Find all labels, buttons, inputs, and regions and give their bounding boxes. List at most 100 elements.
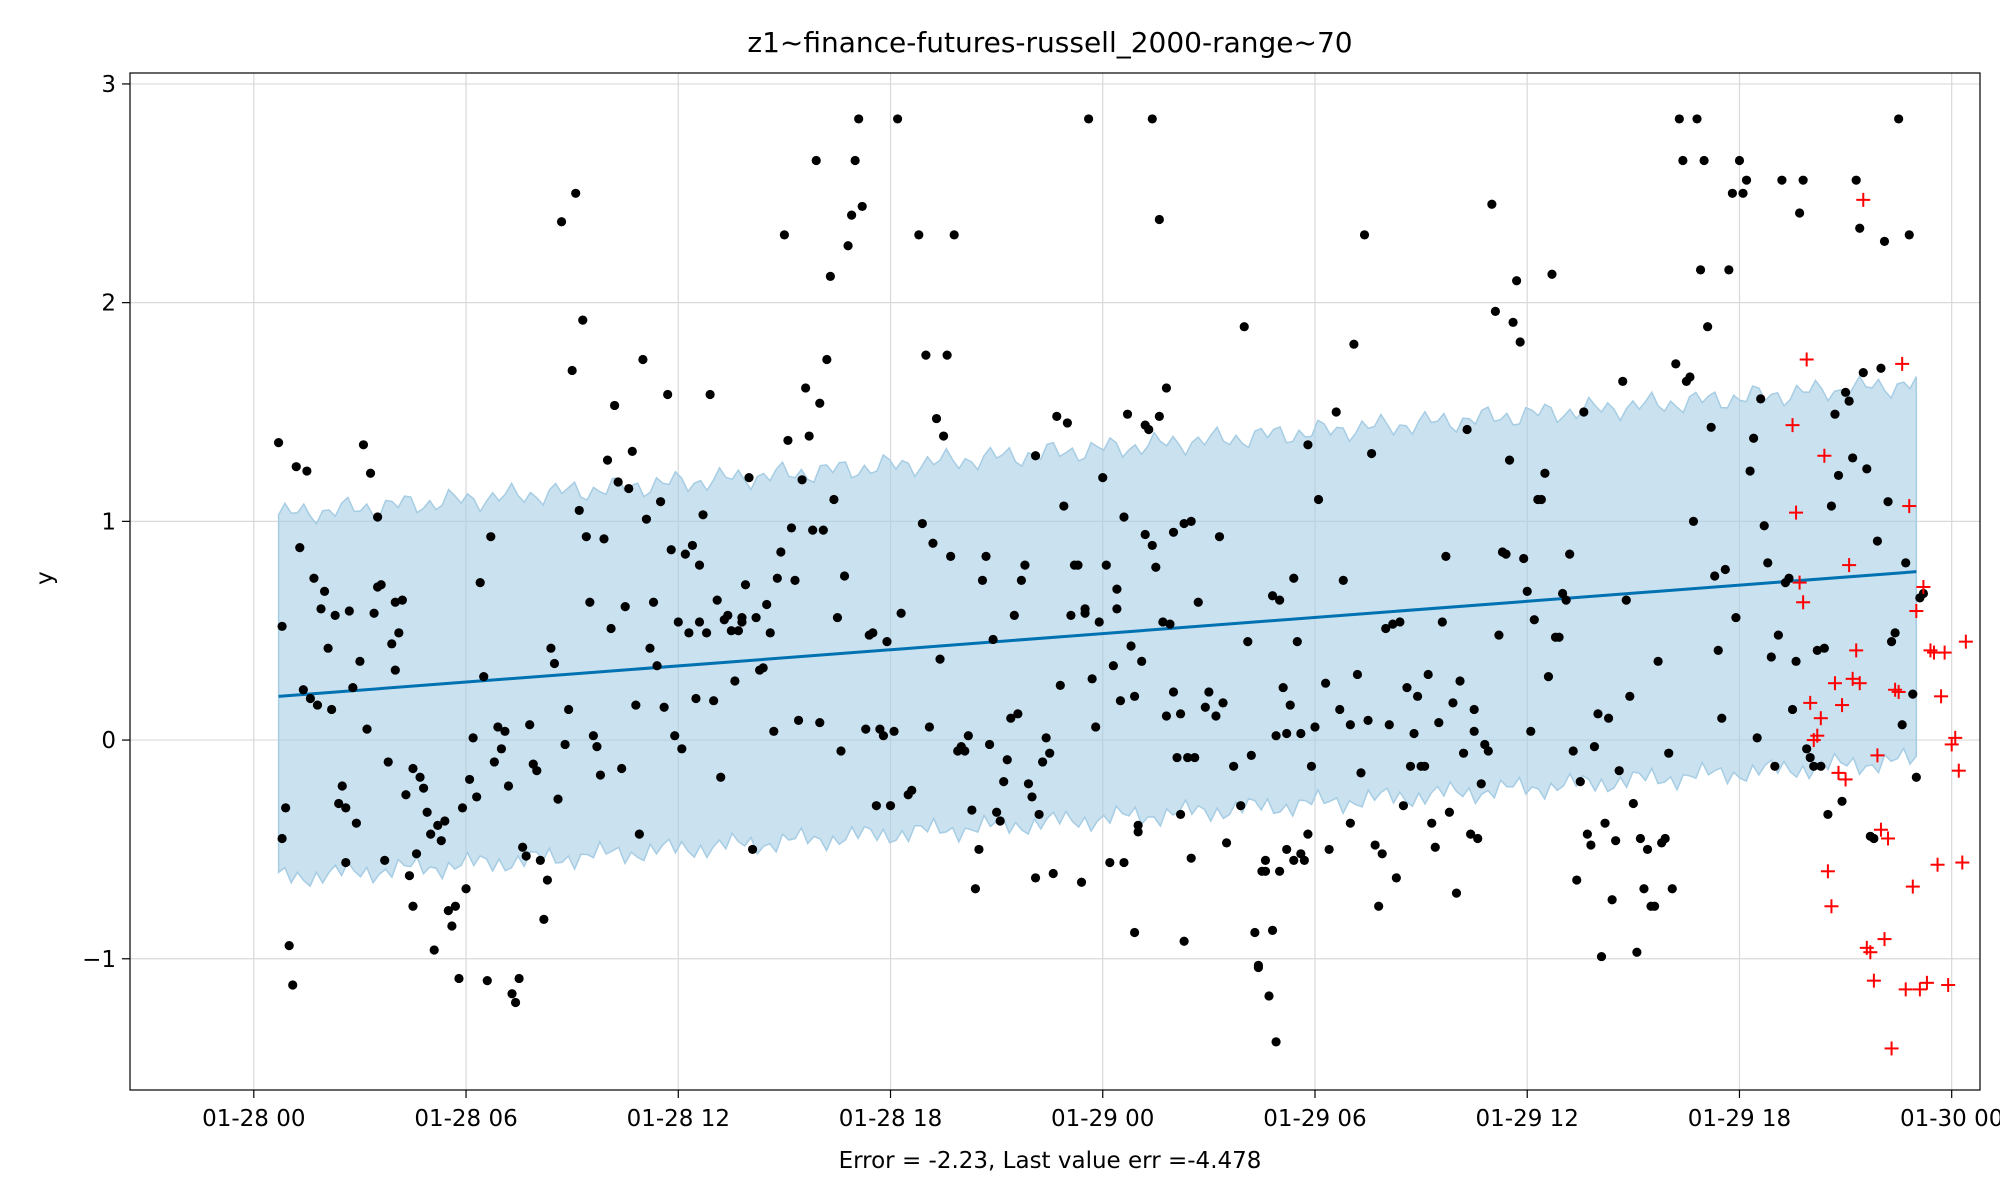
- observed-point: [1603, 713, 1614, 723]
- observed-point: [1441, 551, 1451, 561]
- observed-point: [1250, 927, 1260, 938]
- observed-point: [1593, 709, 1603, 719]
- observed-point: [567, 365, 577, 376]
- observed-point: [747, 844, 758, 855]
- observed-point: [334, 798, 344, 809]
- observed-point: [1458, 748, 1469, 758]
- observed-point: [1080, 604, 1090, 614]
- observed-point: [1370, 840, 1380, 850]
- observed-point: [1437, 617, 1447, 627]
- observed-point: [836, 746, 846, 756]
- observed-point: [1204, 687, 1214, 697]
- future-point-marker: [1891, 684, 1906, 699]
- observed-point: [1091, 722, 1101, 732]
- observed-point: [627, 446, 637, 456]
- observed-point: [1833, 470, 1844, 481]
- observed-point: [808, 525, 818, 535]
- observed-point: [373, 512, 383, 522]
- observed-point: [1848, 453, 1858, 463]
- observed-point: [709, 696, 719, 706]
- observed-point: [730, 676, 740, 686]
- observed-point: [404, 871, 415, 881]
- observed-point: [1221, 838, 1232, 848]
- observed-point: [885, 801, 896, 811]
- observed-point: [857, 201, 867, 212]
- observed-point: [1731, 612, 1741, 623]
- observed-point: [1381, 623, 1391, 634]
- observed-point: [733, 626, 744, 636]
- future-point-marker: [1792, 575, 1807, 590]
- observed-point: [514, 973, 524, 984]
- observed-point: [1041, 733, 1051, 743]
- observed-point: [634, 829, 644, 839]
- observed-point: [942, 350, 952, 360]
- observed-point: [1487, 199, 1497, 209]
- observed-point: [464, 774, 475, 785]
- observed-point: [1855, 223, 1865, 233]
- future-point-marker: [1842, 558, 1857, 573]
- observed-point: [422, 807, 432, 817]
- observed-point: [1635, 833, 1646, 844]
- observed-point: [348, 682, 358, 693]
- trend-line: [278, 570, 1917, 698]
- observed-point: [1660, 833, 1670, 844]
- observed-point: [854, 114, 864, 124]
- observed-point: [1543, 672, 1554, 682]
- chart-title: z1~finance-futures-russell_2000-range~70: [747, 26, 1352, 59]
- y-tick-label: 0: [101, 728, 116, 754]
- observed-point: [914, 230, 924, 240]
- observed-point: [1218, 698, 1228, 708]
- observed-point: [1554, 632, 1564, 642]
- future-point-marker: [1849, 643, 1864, 658]
- observed-point: [988, 634, 998, 645]
- observed-point: [1151, 562, 1161, 572]
- observed-point: [684, 628, 694, 638]
- observed-point: [1572, 875, 1582, 885]
- observed-point: [358, 440, 369, 450]
- observed-point: [1133, 820, 1143, 830]
- observed-point: [1667, 884, 1677, 894]
- observed-point: [1271, 1037, 1281, 1047]
- observed-point: [1133, 827, 1143, 837]
- observed-point: [560, 739, 570, 750]
- observed-point: [655, 497, 666, 507]
- observed-point: [641, 514, 652, 524]
- observed-point: [889, 726, 899, 736]
- observed-point: [878, 731, 889, 741]
- observed-point: [1366, 448, 1377, 459]
- observed-point: [1190, 752, 1200, 763]
- observed-point: [1752, 733, 1762, 743]
- observed-point: [305, 693, 316, 704]
- future-point-marker: [1870, 748, 1885, 763]
- observed-point: [556, 217, 567, 227]
- observed-point: [847, 210, 857, 220]
- observed-point: [1388, 619, 1398, 629]
- observed-point: [1869, 833, 1879, 844]
- observed-point: [793, 715, 804, 725]
- future-point-marker: [1944, 737, 1959, 752]
- observed-point: [1119, 512, 1129, 522]
- observed-point: [871, 801, 881, 811]
- observed-point: [811, 155, 821, 166]
- observed-point: [765, 628, 775, 638]
- observed-point: [1331, 407, 1341, 417]
- observed-point: [673, 617, 683, 627]
- observed-point: [705, 389, 715, 400]
- future-point-marker: [1817, 448, 1832, 463]
- observed-point: [1409, 728, 1419, 739]
- observed-point: [779, 230, 789, 240]
- observed-point: [1504, 455, 1515, 465]
- observed-point: [457, 803, 468, 813]
- observed-point: [475, 577, 485, 588]
- observed-point: [921, 350, 931, 360]
- observed-point: [415, 772, 425, 782]
- observed-point: [868, 628, 878, 638]
- observed-point: [592, 742, 602, 752]
- future-point-marker: [1909, 604, 1924, 619]
- observed-point: [450, 901, 461, 911]
- observed-point: [931, 413, 942, 424]
- observed-point: [617, 763, 627, 774]
- observed-point: [1600, 818, 1610, 828]
- observed-point: [1529, 615, 1539, 625]
- future-point-marker: [1796, 595, 1811, 610]
